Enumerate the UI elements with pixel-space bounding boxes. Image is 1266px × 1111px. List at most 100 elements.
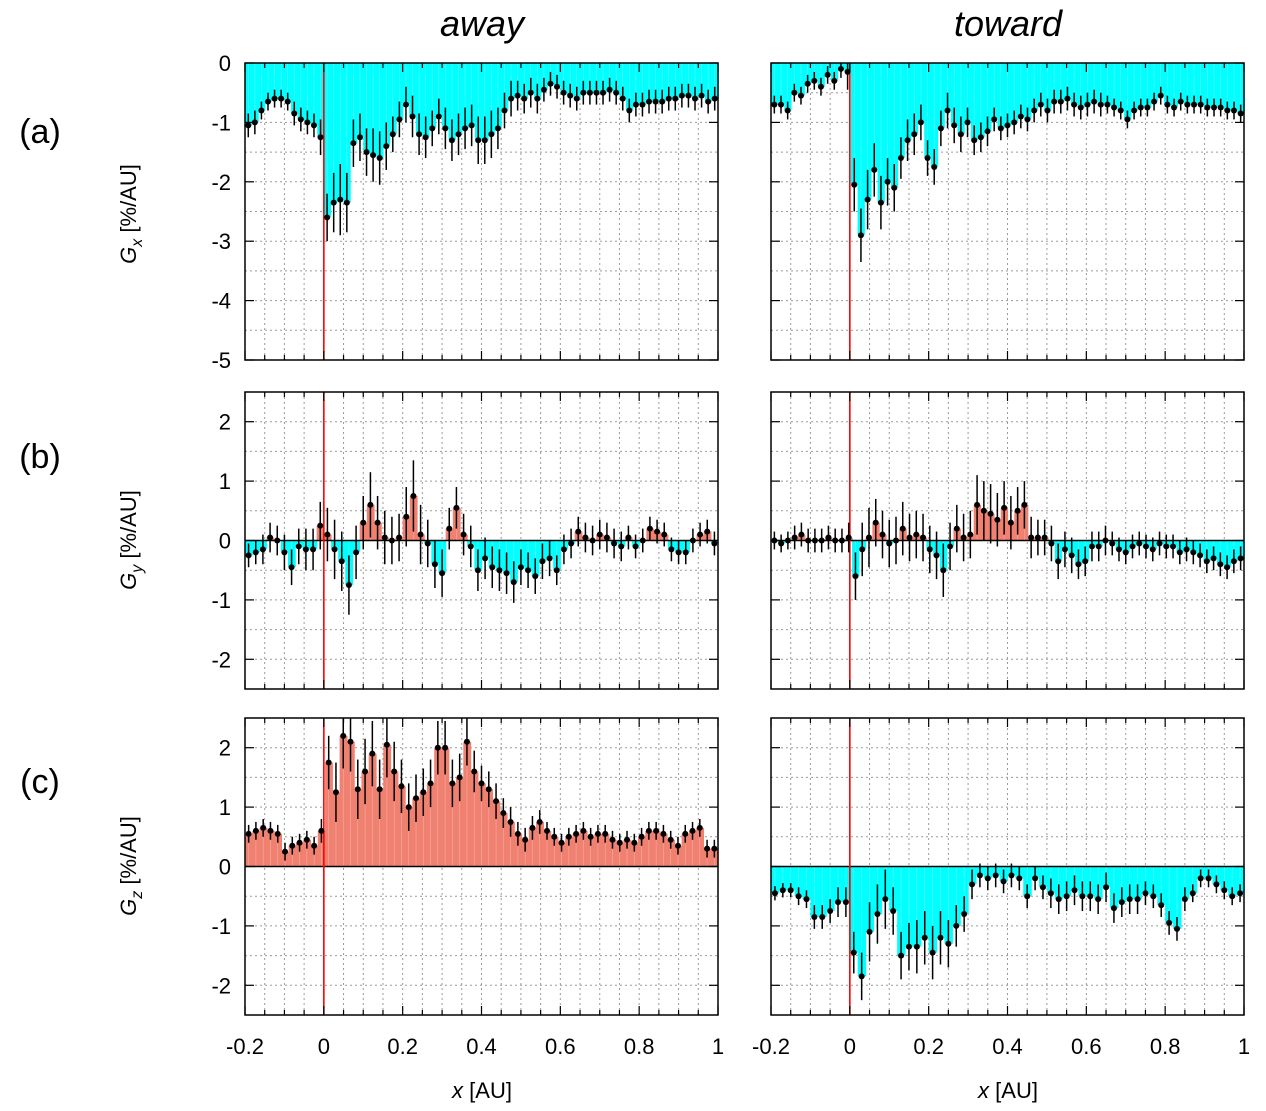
y-axis-label-gy-unit: [%/AU] bbox=[116, 490, 141, 565]
data-point bbox=[937, 125, 944, 132]
data-point bbox=[947, 543, 954, 550]
data-point bbox=[482, 555, 489, 562]
data-point bbox=[1001, 504, 1008, 511]
data-point bbox=[798, 531, 805, 538]
bar bbox=[639, 63, 647, 105]
bar bbox=[777, 63, 785, 105]
bar bbox=[369, 63, 377, 156]
data-point bbox=[667, 836, 674, 843]
bar bbox=[463, 741, 472, 867]
data-point bbox=[944, 107, 951, 114]
y-tick-label: 2 bbox=[219, 736, 231, 761]
bar bbox=[678, 63, 686, 96]
bar bbox=[461, 63, 469, 129]
data-point bbox=[345, 582, 352, 589]
data-point bbox=[913, 943, 920, 950]
data-point bbox=[899, 525, 906, 532]
data-point bbox=[777, 101, 784, 108]
data-point bbox=[1016, 875, 1023, 882]
bar bbox=[514, 833, 523, 867]
data-point bbox=[343, 199, 350, 206]
bar bbox=[304, 63, 312, 123]
x-tick-label: 0 bbox=[318, 1034, 330, 1059]
data-point bbox=[882, 896, 889, 903]
data-point bbox=[363, 149, 370, 156]
data-point bbox=[488, 131, 495, 138]
data-point bbox=[582, 534, 589, 541]
data-point bbox=[606, 86, 613, 93]
data-point bbox=[886, 540, 893, 547]
data-point bbox=[842, 899, 849, 906]
bar bbox=[587, 836, 595, 867]
bar bbox=[488, 63, 496, 135]
bar bbox=[658, 63, 667, 102]
data-point bbox=[1017, 113, 1024, 120]
bars bbox=[771, 63, 1245, 236]
bar bbox=[884, 63, 892, 182]
bar bbox=[1077, 63, 1085, 108]
data-point bbox=[521, 95, 528, 102]
bar bbox=[685, 63, 693, 96]
data-point bbox=[1075, 561, 1082, 568]
data-point bbox=[827, 908, 834, 915]
data-point bbox=[356, 134, 363, 141]
bar bbox=[396, 63, 404, 120]
data-point bbox=[711, 95, 718, 102]
bar bbox=[1224, 63, 1232, 111]
panels: 0 -1 -2 -3 -4 -5 2 1 0 -1 -2 2 1 0 -1 -2 -0.2 0 0.2 0.4 0.6 0… bbox=[211, 51, 1250, 1059]
bar bbox=[924, 63, 932, 159]
data-point bbox=[804, 80, 811, 87]
data-point bbox=[890, 908, 897, 915]
data-point bbox=[429, 125, 436, 132]
data-point bbox=[1103, 884, 1110, 891]
bar bbox=[936, 866, 946, 938]
bar bbox=[1220, 866, 1229, 891]
data-point bbox=[573, 830, 580, 837]
data-point bbox=[1095, 896, 1102, 903]
data-point bbox=[1163, 543, 1170, 550]
bar bbox=[297, 63, 305, 120]
data-point bbox=[1047, 890, 1054, 897]
data-point bbox=[920, 534, 927, 541]
bar bbox=[572, 833, 581, 867]
bar bbox=[323, 63, 332, 218]
data-point bbox=[560, 546, 567, 553]
data-point bbox=[659, 98, 666, 105]
data-point bbox=[354, 786, 361, 793]
bar bbox=[383, 744, 392, 867]
bar bbox=[1141, 866, 1150, 894]
data-point bbox=[646, 525, 653, 532]
x-axis-label-away: x [AU] bbox=[451, 1078, 512, 1103]
bar bbox=[1204, 63, 1212, 108]
bar bbox=[912, 866, 922, 947]
data-point bbox=[1203, 558, 1210, 565]
data-point bbox=[500, 810, 507, 817]
data-point bbox=[389, 131, 396, 138]
data-point bbox=[611, 540, 618, 547]
bar bbox=[343, 63, 351, 203]
bar bbox=[897, 866, 906, 956]
data-point bbox=[295, 543, 302, 550]
bar bbox=[857, 866, 867, 977]
data-point bbox=[514, 92, 521, 99]
y-tick-label: -4 bbox=[211, 289, 231, 314]
bar bbox=[402, 63, 410, 105]
data-point bbox=[619, 95, 626, 102]
data-point bbox=[1014, 507, 1021, 514]
data-point bbox=[274, 830, 281, 837]
bar bbox=[1228, 866, 1237, 897]
data-point bbox=[471, 768, 478, 775]
bar bbox=[536, 821, 544, 867]
bar bbox=[258, 63, 266, 111]
data-point bbox=[296, 839, 303, 846]
data-point bbox=[1237, 110, 1244, 117]
data-point bbox=[396, 534, 403, 541]
x-tick-label: 0.2 bbox=[387, 1034, 418, 1059]
y-tick-label: 1 bbox=[219, 469, 231, 494]
bar bbox=[608, 839, 617, 867]
bar bbox=[1023, 866, 1032, 897]
data-point bbox=[1077, 104, 1084, 111]
bar bbox=[1223, 540, 1232, 568]
data-point bbox=[410, 492, 417, 499]
data-point bbox=[417, 531, 424, 538]
